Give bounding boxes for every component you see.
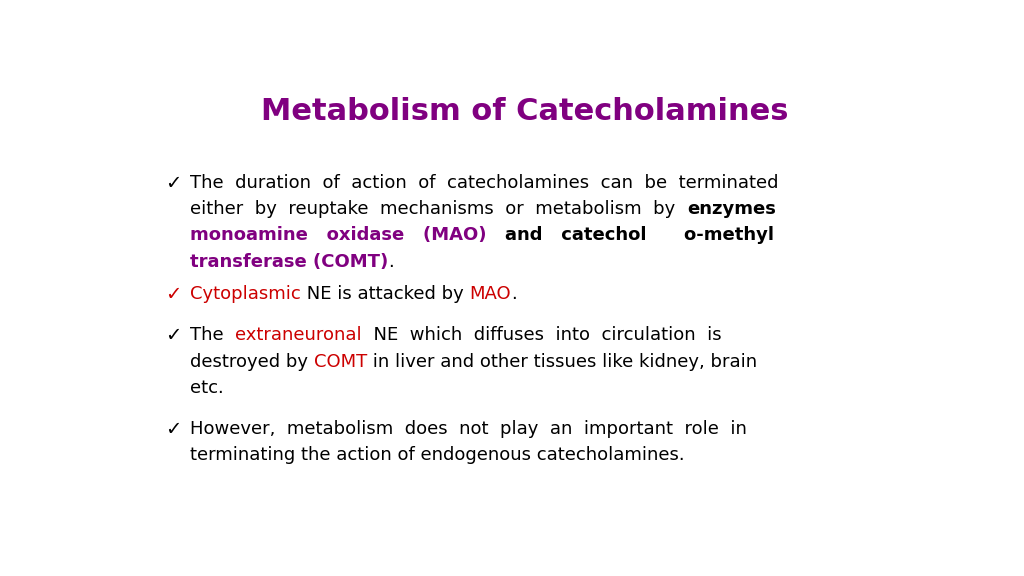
Text: terminating the action of endogenous catecholamines.: terminating the action of endogenous cat… [190, 446, 685, 464]
Text: Cytoplasmic: Cytoplasmic [190, 286, 301, 304]
Text: enzymes: enzymes [687, 200, 775, 218]
Text: and   catechol      o-methyl: and catechol o-methyl [505, 226, 774, 244]
Text: The: The [190, 326, 236, 344]
Text: However,  metabolism  does  not  play  an  important  role  in: However, metabolism does not play an imp… [190, 420, 746, 438]
Text: .: . [511, 286, 517, 304]
Text: transferase (COMT): transferase (COMT) [190, 253, 388, 271]
Text: .: . [388, 253, 394, 271]
Text: NE is attacked by: NE is attacked by [301, 286, 469, 304]
Text: COMT: COMT [313, 353, 367, 370]
Text: ✓: ✓ [165, 286, 181, 305]
Text: extraneuronal: extraneuronal [236, 326, 361, 344]
Text: ✓: ✓ [165, 174, 181, 193]
Text: Metabolism of Catecholamines: Metabolism of Catecholamines [261, 97, 788, 126]
Text: NE  which  diffuses  into  circulation  is: NE which diffuses into circulation is [361, 326, 721, 344]
Text: either  by  reuptake  mechanisms  or  metabolism  by: either by reuptake mechanisms or metabol… [190, 200, 687, 218]
Text: MAO: MAO [469, 286, 511, 304]
Text: destroyed by: destroyed by [190, 353, 313, 370]
Text: The  duration  of  action  of  catecholamines  can  be  terminated: The duration of action of catecholamines… [190, 174, 778, 192]
Text: ✓: ✓ [165, 420, 181, 439]
Text: ✓: ✓ [165, 326, 181, 345]
Text: monoamine   oxidase   (MAO): monoamine oxidase (MAO) [190, 226, 505, 244]
Text: etc.: etc. [190, 379, 224, 397]
Text: in liver and other tissues like kidney, brain: in liver and other tissues like kidney, … [367, 353, 757, 370]
